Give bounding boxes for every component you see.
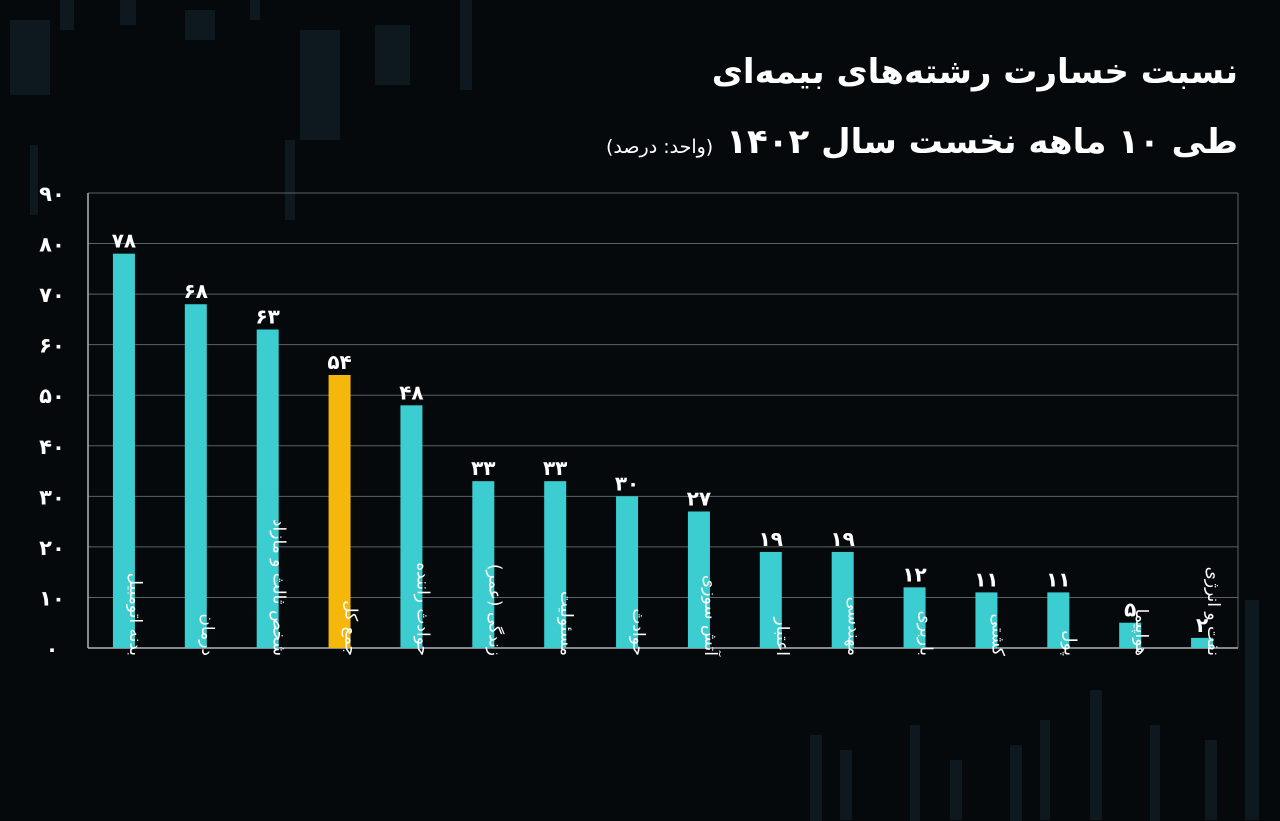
bar-value-label: ۶۸ [184,279,208,303]
bar-value-label: ۷۸ [112,229,136,253]
bar-value-label: ۲ [1196,613,1208,637]
bar-value-label: ۳۳ [471,456,495,480]
bar-value-label: ۱۱ [974,567,998,591]
decorative-candle [910,725,920,821]
bar [975,592,998,648]
bar-value-label: ۲۷ [687,487,711,511]
decorative-candle [1090,690,1102,820]
bar [1047,592,1070,648]
bar-value-label: ۵۴ [327,350,351,374]
bar [903,587,926,648]
bar-value-label: ۱۱ [1046,567,1070,591]
x-tick-label: مهندسی [844,597,864,656]
chart-title: نسبت خسارت رشته‌های بیمه‌ای [711,52,1238,92]
bar [256,329,279,648]
x-tick-label: حوادث [628,608,648,656]
bar-value-label: ۴۸ [399,380,423,404]
decorative-candle [840,750,852,820]
x-tick-label: جمع کل [341,600,361,656]
x-tick-label: حوادث راننده [412,562,432,656]
x-tick-label: آتش سوزی [700,575,722,657]
chart-subtitle-line: طی ۱۰ ماهه نخست سال ۱۴۰۲ (واحد: درصد) [606,122,1238,162]
x-tick-label: زندگی (عمر) [484,564,505,656]
x-tick-label: هواپیما [1131,609,1151,656]
chart-unit: (واحد: درصد) [606,136,714,158]
x-tick-label: باربری [916,610,936,656]
decorative-candle [1205,740,1217,820]
decorative-candle [30,145,38,215]
bar [687,511,710,648]
bar-value-label: ۵ [1124,598,1136,622]
x-tick-label: کشتی [987,613,1007,656]
y-tick-label: ۴۰ [39,435,65,459]
decorative-candle [120,0,136,25]
decorative-candle [375,25,410,85]
y-tick-label: ۰ [46,637,59,661]
x-tick-label: اعتبار [772,616,792,656]
bar [616,496,639,648]
bar-value-label: ۶۳ [255,305,279,329]
decorative-candle [300,30,340,140]
y-tick-label: ۷۰ [39,283,65,307]
y-tick-label: ۳۰ [39,485,65,509]
bar [831,551,854,648]
decorative-candle [185,10,215,40]
bar [544,481,567,648]
decorative-candle [1150,725,1160,821]
bar [184,304,207,648]
y-tick-label: ۱۰ [39,586,65,610]
decorative-candle [460,0,472,90]
y-tick-label: ۸۰ [39,233,65,257]
bar [472,481,495,648]
chart-subtitle: طی ۱۰ ماهه نخست سال ۱۴۰۲ [726,122,1238,162]
y-tick-label: ۹۰ [39,182,65,206]
decorative-candle [250,0,260,20]
decorative-candle [950,760,962,820]
decorative-candle [10,20,50,95]
decorative-candle [1040,720,1050,820]
decorative-candle [810,735,822,821]
bar [1119,622,1142,648]
y-tick-label: ۵۰ [39,384,65,408]
bar [400,405,423,648]
bar-value-label: ۱۹ [830,527,854,551]
decorative-candle [60,0,74,30]
x-tick-label: بدنه اتومبیل [125,573,145,656]
x-tick-label: نفت و انرژی [1203,567,1223,656]
y-tick-label: ۶۰ [39,334,65,358]
x-tick-label: درمان [197,613,217,656]
decorative-candle [1010,745,1022,821]
bar [759,551,782,648]
x-tick-label: مسئولیت [556,591,576,656]
bar-value-label: ۱۹ [759,527,783,551]
bar [112,253,135,648]
y-tick-label: ۲۰ [39,536,65,560]
bar-value-label: ۱۲ [902,562,926,586]
decorative-candle [1245,600,1259,820]
bar-value-label: ۳۰ [615,471,639,495]
bar-value-label: ۳۳ [543,456,567,480]
x-tick-label: شخص ثالث و مازاد [269,519,289,656]
bar [1191,637,1214,648]
x-tick-label: پول [1059,630,1079,656]
bar [328,375,351,648]
decorative-candle [285,140,295,220]
